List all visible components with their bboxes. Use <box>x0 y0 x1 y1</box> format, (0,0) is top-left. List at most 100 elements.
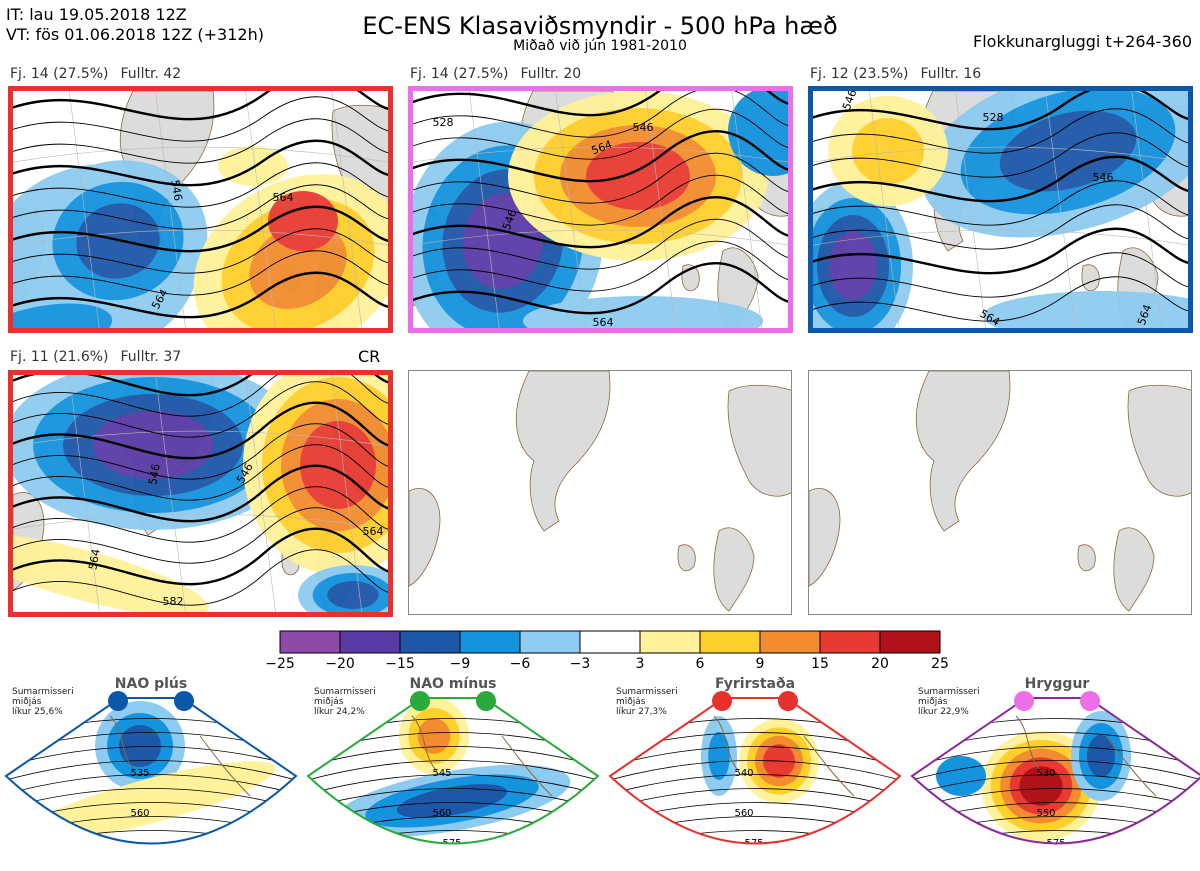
regime-title: NAO plús <box>114 676 188 692</box>
contour-label: 582 <box>203 326 224 328</box>
regime-category: miðjás <box>918 697 948 707</box>
regime-contour-label: 575 <box>744 838 763 849</box>
anomaly-shading <box>586 142 690 210</box>
regime-category: miðjás <box>12 697 42 707</box>
colorbar-tick-labels: −25 −20 −15 −9 −6 −3 3 6 9 15 20 25 <box>265 656 960 674</box>
parallel <box>813 146 1188 163</box>
regime-map: 545 560 575 <box>306 691 600 849</box>
panel-4-members: Fulltr. 37 <box>120 349 182 365</box>
meridian <box>155 375 186 612</box>
colorbar-segment <box>279 630 341 654</box>
chart-title: EC-ENS Klasaviðsmyndir - 500 hPa hæð <box>362 12 838 40</box>
height-contour <box>813 204 1188 250</box>
height-contour <box>13 184 388 230</box>
regime-likelihood: líkur 25,6% <box>12 707 63 717</box>
landmass <box>677 544 696 572</box>
colorbar-tick: 3 <box>635 656 645 672</box>
height-contour <box>13 96 388 142</box>
regime-category: miðjás <box>314 697 344 707</box>
colorbar-segment <box>399 630 461 654</box>
landmass <box>1081 264 1100 292</box>
cluster-map-2: 528 546 564 546 564 <box>408 86 793 333</box>
anomaly-shading <box>93 411 213 479</box>
regime-panel: NAO mínus Sumarmisseri miðjás líkur 24,2% 54… <box>302 676 604 871</box>
regime-contour <box>610 760 900 784</box>
panel-2-share: Fj. 14 (27.5%) <box>410 66 509 82</box>
regime-dot-right <box>1080 691 1100 711</box>
regime-likelihood: líkur 24,2% <box>314 707 365 717</box>
height-contour <box>413 91 788 117</box>
regime-panel: Hryggur Sumarmisseri miðjás líkur 22,9% 530 5… <box>906 676 1200 871</box>
regime-title: Fyrirstaða <box>714 676 796 692</box>
regime-contour-label: 575 <box>442 838 461 849</box>
landmass <box>713 527 755 612</box>
height-contour <box>813 252 1188 298</box>
regime-title: NAO mínus <box>409 676 497 692</box>
anomaly-shading <box>327 581 379 609</box>
height-contour <box>413 262 788 315</box>
land-outline <box>809 371 1191 612</box>
parallel <box>13 430 388 447</box>
meridian <box>331 375 363 612</box>
height-contour <box>813 180 1188 226</box>
parallel <box>813 229 1188 246</box>
regime-contour <box>610 746 900 770</box>
contour-label: 546 <box>168 179 184 202</box>
initial-time: IT: lau 19.05.2018 12Z <box>6 5 187 24</box>
regime-note: Sumarmisseri miðjás líkur 25,6% <box>12 687 74 717</box>
contour-label: 564 <box>593 316 614 328</box>
colorbar-segment <box>639 630 701 654</box>
regime-contour-label: 575 <box>1046 838 1065 849</box>
anomaly-shading <box>1087 735 1115 777</box>
colorbar-tick: −20 <box>325 656 355 672</box>
height-contour <box>413 152 788 204</box>
regime-dot-left <box>1014 691 1034 711</box>
anomaly-shading <box>24 761 276 841</box>
regime-contour <box>912 746 1200 770</box>
panel-3-label: Fj. 12 (23.5%) Fulltr. 16 <box>810 66 981 82</box>
colorbar-tick: 6 <box>695 656 705 672</box>
meridian <box>1131 91 1163 328</box>
colorbar-tick: −15 <box>385 656 415 672</box>
regime-season: Sumarmisseri <box>616 687 678 697</box>
landmass <box>915 371 1011 532</box>
colorbar-segment <box>339 630 401 654</box>
landmass <box>409 488 441 587</box>
regime-map: 530 550 575 <box>910 691 1200 860</box>
height-contour <box>13 139 388 187</box>
height-contour <box>413 218 788 270</box>
landmass <box>809 488 841 587</box>
regime-map: 540 560 575 <box>608 691 902 849</box>
height-contour <box>13 250 388 296</box>
meridian <box>868 91 900 328</box>
panel-4-label: Fj. 11 (21.6%) Fulltr. 37 <box>10 349 181 365</box>
panel-4-extra-label: CR <box>358 347 381 366</box>
landmass <box>1127 384 1191 497</box>
regime-likelihood: líkur 22,9% <box>918 707 969 717</box>
anomaly-shading <box>852 118 924 184</box>
regime-dot-left <box>410 691 430 711</box>
height-contour <box>413 108 788 160</box>
regime-border <box>910 697 1200 845</box>
clustering-window: Flokkunargluggi t+264-360 <box>973 32 1192 51</box>
anomaly-shading <box>1016 848 1046 860</box>
colorbar-tick: 15 <box>811 656 829 672</box>
anomaly-shading <box>999 110 1137 192</box>
height-contour <box>13 444 388 501</box>
colorbar-tick: −25 <box>265 656 295 672</box>
height-contour <box>413 130 788 183</box>
regime-contour <box>308 746 598 770</box>
panel-4-share: Fj. 11 (21.6%) <box>10 349 109 365</box>
height-contour <box>13 486 388 543</box>
regime-season: Sumarmisseri <box>12 687 74 697</box>
meridian <box>155 91 186 328</box>
regime-category: miðjás <box>616 697 646 707</box>
height-contour <box>813 227 1188 275</box>
height-contour <box>13 527 388 586</box>
panel-1-label: Fj. 14 (27.5%) Fulltr. 42 <box>10 66 181 82</box>
panel-1-members: Fulltr. 42 <box>120 66 182 82</box>
anomaly-shading <box>13 303 113 328</box>
